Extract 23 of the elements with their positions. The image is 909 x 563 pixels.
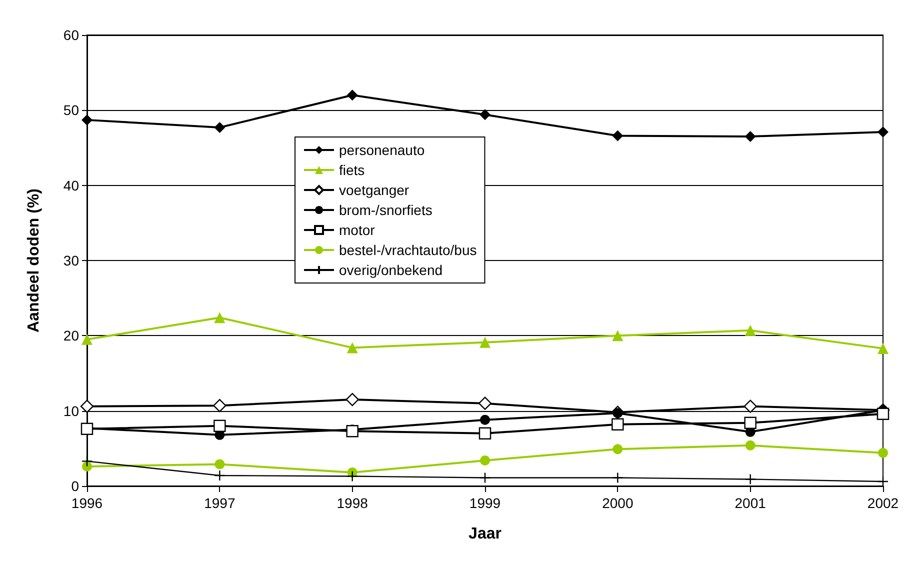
- y-tick-label: 60: [63, 27, 80, 43]
- legend-label: overig/onbekend: [339, 262, 443, 278]
- legend-label: personenauto: [339, 142, 425, 158]
- x-axis-title: Jaar: [468, 526, 502, 542]
- x-tick-label: 1999: [469, 495, 501, 511]
- x-tick-label: 1996: [71, 495, 103, 511]
- legend-label: brom-/snorfiets: [339, 202, 432, 218]
- x-tick-label: 2000: [602, 495, 634, 511]
- y-tick-label: 30: [63, 252, 80, 268]
- legend-label: motor: [339, 222, 376, 238]
- legend-label: fiets: [339, 162, 365, 178]
- y-tick-label: 50: [63, 102, 80, 118]
- x-tick-label: 2002: [867, 495, 899, 511]
- y-tick-label: 0: [71, 478, 80, 494]
- x-tick-label: 1998: [336, 495, 368, 511]
- legend-label: voetganger: [339, 182, 410, 198]
- x-tick-label: 1997: [204, 495, 236, 511]
- x-tick-label: 2001: [734, 495, 766, 511]
- y-tick-label: 40: [63, 177, 80, 194]
- y-tick-label: 10: [63, 402, 80, 419]
- y-axis-title: Aandeel doden (%): [26, 188, 42, 333]
- y-tick-label: 20: [63, 328, 80, 344]
- legend-label: bestel-/vrachtauto/bus: [339, 242, 477, 258]
